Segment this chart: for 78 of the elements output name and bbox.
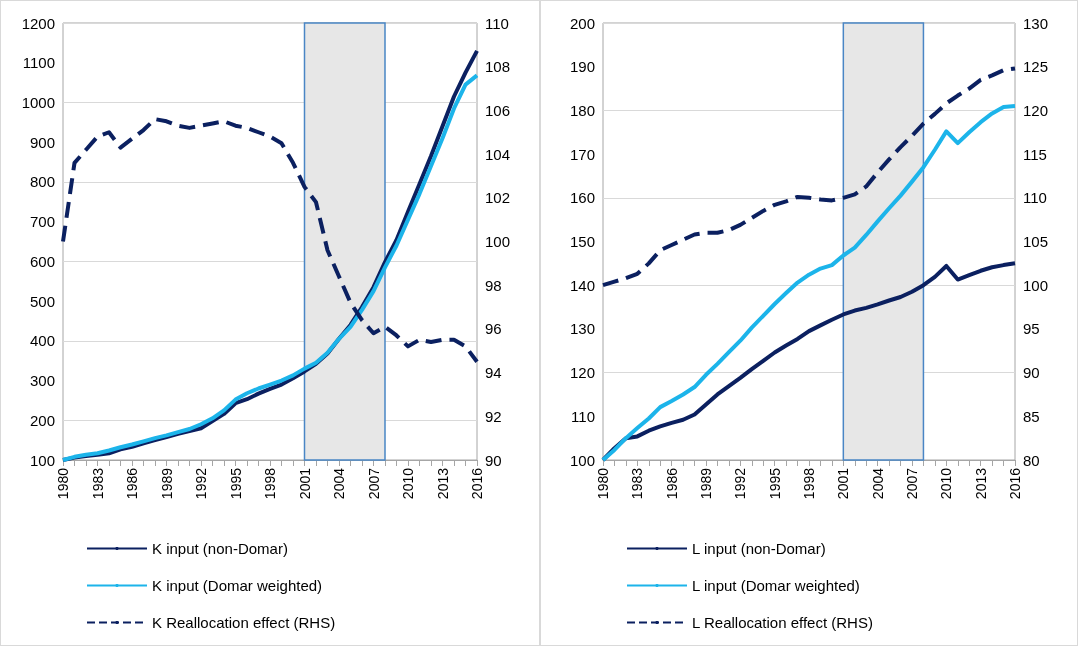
x-tick-label: 2004 bbox=[869, 467, 886, 500]
y-tick-label: 180 bbox=[569, 101, 595, 119]
y-tick-label: 600 bbox=[29, 252, 55, 270]
y-tick-label: 170 bbox=[569, 145, 595, 163]
y2-tick-label: 106 bbox=[485, 101, 511, 119]
y2-tick-label: 80 bbox=[1023, 451, 1040, 469]
x-tick-label: 1995 bbox=[766, 467, 783, 500]
x-tick-label: 1983 bbox=[89, 467, 106, 500]
x-tick-label: 1992 bbox=[732, 467, 749, 500]
x-tick-label: 1983 bbox=[629, 467, 646, 500]
y-tick-label: 200 bbox=[29, 411, 55, 429]
y2-tick-label: 100 bbox=[1023, 276, 1049, 294]
y2-tick-label: 92 bbox=[485, 407, 502, 425]
y2-tick-label: 96 bbox=[485, 320, 502, 338]
y-tick-label: 500 bbox=[29, 292, 55, 310]
y-tick-label: 200 bbox=[569, 14, 595, 32]
y-tick-label: 800 bbox=[29, 173, 55, 191]
y2-tick-label: 94 bbox=[485, 364, 502, 382]
x-tick-label: 1986 bbox=[124, 467, 140, 500]
y2-tick-label: 120 bbox=[1023, 101, 1049, 119]
x-tick-label: 2010 bbox=[938, 467, 955, 500]
y-tick-label: 100 bbox=[29, 451, 55, 469]
y-tick-label: 1000 bbox=[21, 93, 55, 111]
line-series bbox=[601, 66, 1017, 288]
x-tick-label: 1989 bbox=[158, 467, 175, 500]
x-tick-label: 2001 bbox=[835, 467, 852, 500]
y-tick-label: 400 bbox=[29, 332, 55, 350]
x-tick-label: 2010 bbox=[400, 467, 416, 500]
y2-tick-label: 98 bbox=[485, 276, 502, 294]
y2-tick-label: 90 bbox=[1023, 364, 1040, 382]
y-tick-label: 140 bbox=[569, 276, 595, 294]
legend-label: K input (Domar weighted) bbox=[152, 577, 323, 594]
x-tick-label: 2016 bbox=[469, 467, 485, 500]
legend-label: K Reallocation effect (RHS) bbox=[152, 614, 336, 631]
x-tick-label: 2016 bbox=[1007, 467, 1023, 500]
legend-label: L Reallocation effect (RHS) bbox=[692, 614, 873, 631]
y-tick-label: 110 bbox=[571, 407, 595, 425]
y-tick-label: 150 bbox=[569, 233, 595, 250]
x-tick-label: 2004 bbox=[331, 467, 347, 500]
y2-tick-label: 108 bbox=[485, 58, 511, 76]
y2-tick-label: 110 bbox=[485, 14, 509, 32]
x-tick-label: 1989 bbox=[698, 467, 714, 500]
y2-tick-label: 100 bbox=[485, 233, 511, 250]
y-tick-label: 900 bbox=[29, 133, 55, 151]
y-tick-label: 130 bbox=[569, 320, 595, 338]
y2-tick-label: 102 bbox=[485, 189, 511, 207]
x-tick-label: 1980 bbox=[595, 467, 611, 500]
legend-label: L input (non-Domar) bbox=[692, 540, 826, 557]
y-tick-label: 300 bbox=[29, 372, 55, 390]
x-tick-label: 2001 bbox=[296, 467, 313, 500]
x-tick-label: 1992 bbox=[193, 467, 209, 500]
y-tick-label: 100 bbox=[569, 451, 595, 469]
x-tick-label: 2013 bbox=[434, 467, 451, 500]
y2-tick-label: 95 bbox=[1023, 320, 1040, 338]
y-tick-label: 1100 bbox=[22, 54, 55, 72]
y-tick-label: 1200 bbox=[21, 14, 55, 32]
x-tick-label: 2007 bbox=[904, 467, 920, 500]
y2-tick-label: 125 bbox=[1023, 58, 1049, 76]
x-tick-label: 2013 bbox=[972, 467, 989, 500]
x-tick-label: 1998 bbox=[262, 467, 278, 500]
y2-tick-label: 85 bbox=[1023, 407, 1040, 425]
x-tick-label: 1986 bbox=[663, 467, 680, 500]
x-tick-label: 1998 bbox=[801, 467, 817, 500]
x-tick-label: 1980 bbox=[55, 467, 71, 500]
y2-tick-label: 90 bbox=[485, 451, 502, 469]
y-tick-label: 700 bbox=[29, 213, 55, 231]
y2-tick-label: 130 bbox=[1023, 14, 1049, 32]
x-tick-label: 1995 bbox=[227, 467, 244, 500]
y-tick-label: 190 bbox=[569, 58, 595, 76]
y-tick-label: 120 bbox=[569, 364, 595, 382]
legend-label: L input (Domar weighted) bbox=[692, 577, 860, 594]
x-tick-label: 2007 bbox=[365, 467, 382, 500]
legend-label: K input (non-Domar) bbox=[152, 540, 288, 557]
y-tick-label: 160 bbox=[569, 189, 595, 207]
y2-tick-label: 105 bbox=[1023, 233, 1049, 250]
y2-tick-label: 115 bbox=[1023, 145, 1047, 163]
y2-tick-label: 104 bbox=[485, 145, 511, 163]
y2-tick-label: 110 bbox=[1023, 189, 1047, 207]
